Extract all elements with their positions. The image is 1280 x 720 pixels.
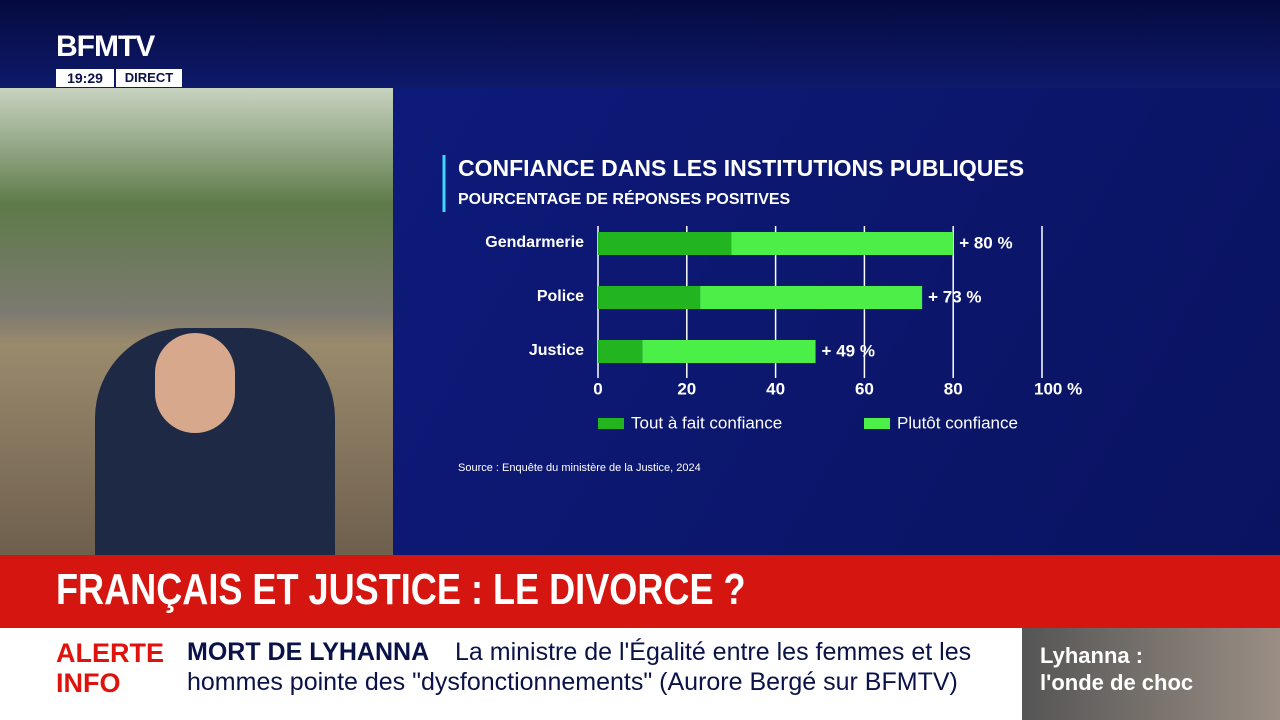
side-text: Lyhanna : [1040,643,1144,668]
x-tick-label: 0 [593,379,602,398]
alert: ALERTE [56,638,164,668]
bar [731,232,954,255]
alert: INFO [56,668,121,698]
x-tick-label: 60 [855,379,874,398]
legend-swatch [864,418,890,429]
top-bar [0,0,1280,88]
legend-label: Tout à fait confiance [631,413,782,432]
x-tick-label: 40 [766,379,785,398]
bar [642,340,816,363]
side-panel [1022,628,1280,720]
source: Source : Enquête du ministère de la Just… [458,462,701,474]
topic: MORT DE LYHANNA [187,638,430,666]
bar [598,340,643,363]
video-feed [0,88,393,555]
ticker-text: La ministre de l'Égalité entre les femme… [455,638,972,666]
side-text: l'onde de choc [1040,670,1194,695]
x-tick-label: 20 [677,379,696,398]
x-tick-label: 100 % [1034,379,1082,398]
headline: FRANÇAIS ET JUSTICE : LE DIVORCE ? [56,565,746,614]
y-tick-label: Police [537,288,584,305]
total-label: + 73 % [928,287,981,306]
y-tick-label: Justice [529,342,584,359]
total-label: + 49 % [822,341,875,360]
legend-swatch [598,418,624,429]
y-tick-label: Gendarmerie [485,234,584,251]
chart-title: CONFIANCE DANS LES INSTITUTIONS PUBLIQUE… [458,155,1024,181]
chart: CONFIANCE DANS LES INSTITUTIONS PUBLIQUE… [442,155,1082,474]
time: 19:29 [56,69,114,87]
legend-label: Plutôt confiance [897,413,1018,432]
presenter-head [155,333,235,433]
ticker-text: hommes pointe des "dysfonctionnements" (… [187,668,958,696]
bar [700,286,923,309]
live: DIRECT [116,69,182,87]
chart-panel [393,88,1280,555]
total-label: + 80 % [959,233,1012,252]
bar [598,232,732,255]
bar [598,286,701,309]
logo: BFMTV [56,30,155,63]
chart-subtitle: POURCENTAGE DE RÉPONSES POSITIVES [458,189,791,208]
headline-banner [0,555,1280,628]
x-tick-label: 80 [944,379,963,398]
ticker-bar [0,628,1022,720]
